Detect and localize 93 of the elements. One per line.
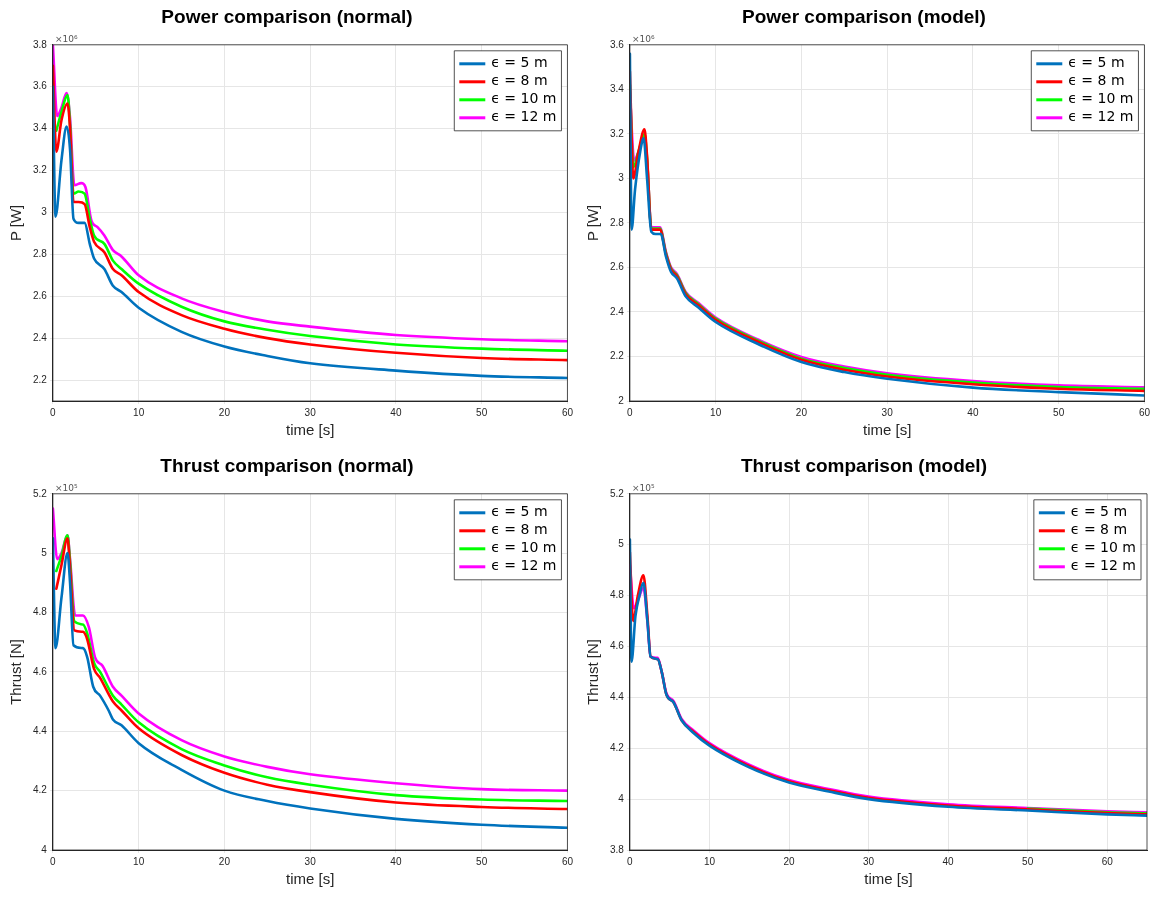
legend-label: ϵ = 8 m	[491, 72, 548, 89]
text: ×10⁵	[631, 482, 655, 493]
text: ×10⁶	[631, 33, 655, 44]
x-tick-label: 30	[304, 855, 317, 867]
y-tick-label: 3	[41, 206, 48, 218]
x-tick-label: 10	[703, 855, 716, 867]
chart-title: Power comparison (model)	[742, 5, 986, 27]
legend-label: ϵ = 10 m	[491, 539, 557, 556]
x-tick-label: 30	[304, 406, 317, 418]
x-tick-label: 10	[133, 855, 145, 867]
legend-label: ϵ = 12 m	[491, 557, 557, 574]
x-tick-label: 60	[561, 406, 574, 418]
y-tick-label: 2.2	[610, 350, 625, 362]
y-tick-label: 2.4	[610, 305, 625, 317]
text: ×10⁶	[54, 33, 78, 44]
x-tick-label: 60	[561, 855, 574, 867]
y-tick-label: 4.2	[33, 784, 48, 796]
x-axis-title: time [s]	[286, 421, 335, 439]
x-tick-label: 30	[863, 855, 875, 867]
y-tick-label: 4.6	[610, 640, 625, 652]
y-tick-label: 5.2	[33, 487, 48, 499]
y-tick-label: 3.8	[610, 843, 625, 855]
y-tick-label: 3.4	[610, 83, 625, 95]
x-tick-label: 0	[627, 406, 634, 418]
y-axis-title: Thrust [N]	[584, 638, 602, 705]
y-tick-label: 4	[41, 843, 48, 855]
x-tick-label: 20	[218, 406, 231, 418]
chart-title: Power comparison (normal)	[161, 5, 413, 27]
x-tick-label: 40	[390, 855, 402, 867]
x-tick-label: 40	[967, 406, 979, 418]
x-tick-label: 20	[783, 855, 796, 867]
y-tick-label: 5.2	[610, 487, 625, 499]
legend-label: ϵ = 8 m	[1070, 521, 1128, 538]
chart-title: Thrust comparison (normal)	[160, 454, 414, 476]
x-tick-label: 40	[390, 406, 402, 418]
y-tick-label: 4.2	[610, 741, 625, 753]
x-axis-title: time [s]	[864, 870, 913, 888]
text: ×10⁵	[54, 482, 78, 493]
x-tick-label: 60	[1138, 406, 1151, 418]
legend-label: ϵ = 10 m	[1070, 539, 1137, 556]
y-tick-label: 2.6	[610, 261, 625, 273]
y-tick-label: 2.8	[610, 216, 625, 228]
y-axis-title: Thrust [N]	[7, 638, 25, 705]
x-tick-label: 40	[942, 855, 955, 867]
y-tick-label: 2.6	[33, 289, 48, 301]
x-tick-label: 10	[133, 406, 145, 418]
x-axis-title: time [s]	[286, 870, 335, 888]
x-tick-label: 10	[710, 406, 722, 418]
y-tick-label: 4.8	[33, 606, 48, 618]
legend-label: ϵ = 8 m	[491, 521, 548, 538]
legend-label: ϵ = 5 m	[1070, 503, 1128, 520]
x-tick-label: 20	[795, 406, 808, 418]
y-tick-label: 2.2	[33, 373, 48, 385]
y-tick-label: 4.4	[33, 725, 48, 737]
y-tick-label: 5	[41, 546, 48, 558]
y-tick-label: 3.6	[33, 80, 48, 92]
x-tick-label: 0	[50, 406, 57, 418]
legend-label: ϵ = 5 m	[491, 503, 548, 520]
x-tick-label: 0	[627, 855, 634, 867]
legend-label: ϵ = 10 m	[491, 90, 557, 107]
y-tick-label: 3.8	[33, 38, 48, 50]
x-axis-title: time [s]	[863, 421, 912, 439]
x-tick-label: 50	[476, 406, 488, 418]
legend-label: ϵ = 12 m	[1068, 108, 1134, 125]
legend-label: ϵ = 5 m	[491, 54, 548, 71]
chart-title: Thrust comparison (model)	[741, 454, 987, 476]
x-tick-label: 20	[218, 855, 231, 867]
y-tick-label: 3	[618, 172, 625, 184]
y-axis-title: P [W]	[584, 204, 602, 242]
x-tick-label: 0	[50, 855, 57, 867]
y-tick-label: 4	[618, 792, 625, 804]
y-tick-label: 3.2	[610, 127, 625, 139]
y-tick-label: 4.4	[610, 691, 625, 703]
y-tick-label: 4.8	[610, 589, 625, 601]
y-tick-label: 3.4	[33, 122, 48, 134]
y-tick-label: 3.2	[33, 164, 48, 176]
legend-label: ϵ = 8 m	[1068, 72, 1125, 89]
x-tick-label: 50	[1022, 855, 1034, 867]
y-tick-label: 2.4	[33, 331, 48, 343]
y-tick-label: 4.6	[33, 665, 48, 677]
y-tick-label: 3.6	[610, 38, 625, 50]
x-tick-label: 30	[881, 406, 894, 418]
x-tick-label: 50	[476, 855, 488, 867]
y-tick-label: 2.8	[33, 248, 48, 260]
legend-label: ϵ = 10 m	[1068, 90, 1134, 107]
legend-label: ϵ = 12 m	[1070, 557, 1137, 574]
x-tick-label: 60	[1101, 855, 1114, 867]
legend-label: ϵ = 5 m	[1068, 54, 1125, 71]
y-tick-label: 5	[618, 538, 625, 550]
y-axis-title: P [W]	[7, 204, 25, 242]
legend-label: ϵ = 12 m	[491, 108, 557, 125]
x-tick-label: 50	[1053, 406, 1065, 418]
y-tick-label: 2	[618, 394, 625, 406]
